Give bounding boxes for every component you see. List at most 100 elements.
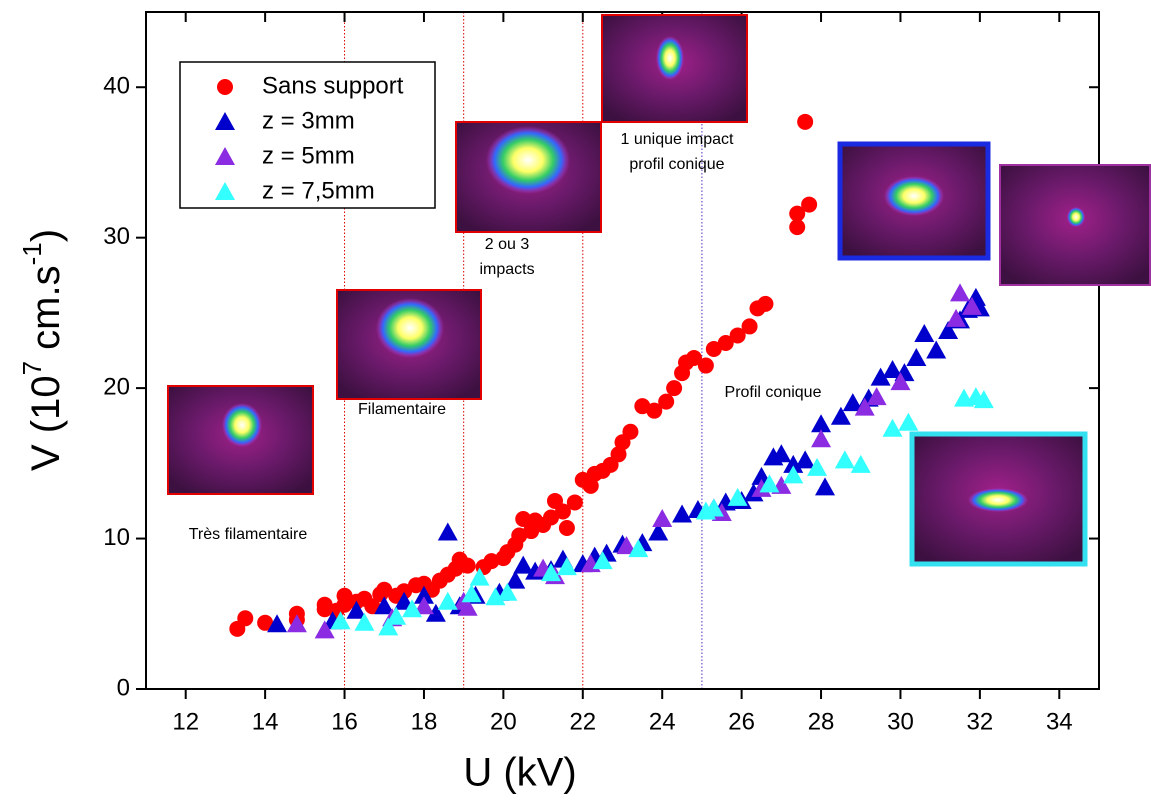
y-axis-label-part: cm.s xyxy=(24,265,68,361)
data-point xyxy=(461,584,482,603)
inset-image xyxy=(336,289,482,400)
annotation: 2 ou 3 xyxy=(485,236,530,253)
data-point xyxy=(648,522,669,541)
y-axis-label-part: -1 xyxy=(17,242,47,265)
x-tick-label: 34 xyxy=(1046,708,1073,735)
data-point xyxy=(703,498,724,517)
data-point xyxy=(616,536,637,555)
data-point xyxy=(842,393,863,412)
data-point xyxy=(759,474,780,493)
annotation: profil conique xyxy=(629,156,724,173)
legend-label: Sans support xyxy=(262,72,404,99)
x-tick-label: 28 xyxy=(808,708,835,735)
data-point xyxy=(413,596,434,615)
data-point xyxy=(866,387,887,406)
legend-label: z = 3mm xyxy=(262,107,355,134)
annotation: 1 unique impact xyxy=(621,131,735,148)
data-point xyxy=(815,477,836,496)
data-point xyxy=(237,610,254,627)
data-point xyxy=(729,327,746,344)
inset-image xyxy=(455,121,602,233)
data-point xyxy=(795,450,816,469)
data-point xyxy=(543,509,560,526)
x-tick-label: 12 xyxy=(172,708,199,735)
data-point xyxy=(807,457,828,476)
data-point xyxy=(757,295,774,312)
x-tick-label: 24 xyxy=(649,708,676,735)
data-point xyxy=(505,570,526,589)
data-point xyxy=(376,581,393,598)
data-point xyxy=(346,600,367,619)
data-point xyxy=(497,582,518,601)
data-point xyxy=(697,357,714,374)
data-point xyxy=(658,393,675,410)
y-tick-label: 0 xyxy=(117,674,130,701)
data-point xyxy=(961,296,982,315)
x-tick-label: 32 xyxy=(967,708,994,735)
data-point xyxy=(797,113,814,130)
data-point xyxy=(717,334,734,351)
x-tick-label: 22 xyxy=(569,708,596,735)
data-point xyxy=(437,522,458,541)
inset-image xyxy=(167,385,314,495)
data-point xyxy=(751,478,772,497)
data-point xyxy=(610,446,627,463)
inset-image xyxy=(837,141,991,261)
data-point xyxy=(811,429,832,448)
legend-marker xyxy=(215,182,235,200)
data-point xyxy=(950,283,971,302)
data-point xyxy=(652,508,673,527)
inset-image xyxy=(601,14,748,123)
data-point xyxy=(413,585,434,604)
y-axis-label: V (107 cm.s-1) xyxy=(17,229,68,471)
data-point xyxy=(286,614,307,633)
data-point xyxy=(705,340,722,357)
data-point xyxy=(711,502,732,521)
data-point xyxy=(727,487,748,506)
y-axis-label-part: V (10 xyxy=(24,375,68,471)
data-point xyxy=(672,504,693,523)
y-axis-label-part: 7 xyxy=(17,361,47,375)
data-point xyxy=(811,414,832,433)
data-point xyxy=(926,340,947,359)
plot-frame xyxy=(145,11,1100,690)
legend-label: z = 5mm xyxy=(262,142,355,169)
data-point xyxy=(789,219,806,236)
data-point xyxy=(685,350,702,367)
data-point xyxy=(834,450,855,469)
data-point xyxy=(906,348,927,367)
data-point xyxy=(743,483,764,502)
x-tick-label: 18 xyxy=(411,708,438,735)
data-point xyxy=(938,320,959,339)
inset-images xyxy=(167,14,1151,567)
legend-marker xyxy=(215,147,235,165)
data-point xyxy=(789,205,806,222)
y-tick-label: 30 xyxy=(103,223,130,250)
data-point xyxy=(457,597,478,616)
inset-image xyxy=(909,431,1088,567)
data-point xyxy=(316,596,333,613)
data-point xyxy=(946,308,967,327)
x-tick-label: 14 xyxy=(252,708,279,735)
data-point xyxy=(890,372,911,391)
data-point xyxy=(628,539,649,558)
data-point xyxy=(541,563,562,582)
data-point xyxy=(882,360,903,379)
annotation: Très filamentaire xyxy=(189,526,308,543)
data-point xyxy=(622,423,639,440)
annotation: impacts xyxy=(479,261,534,278)
data-point xyxy=(646,402,663,419)
data-point xyxy=(771,444,792,463)
data-point xyxy=(396,583,413,600)
data-point xyxy=(257,614,274,631)
data-point xyxy=(267,614,288,633)
legend: Sans support z = 3mm z = 5mm z = 7,5mm xyxy=(179,61,436,209)
legend-marker xyxy=(215,112,235,130)
data-point xyxy=(425,603,446,622)
data-point xyxy=(364,598,381,615)
data-point xyxy=(459,557,476,574)
data-point xyxy=(566,494,583,511)
data-point xyxy=(973,390,994,409)
data-point xyxy=(485,587,506,606)
